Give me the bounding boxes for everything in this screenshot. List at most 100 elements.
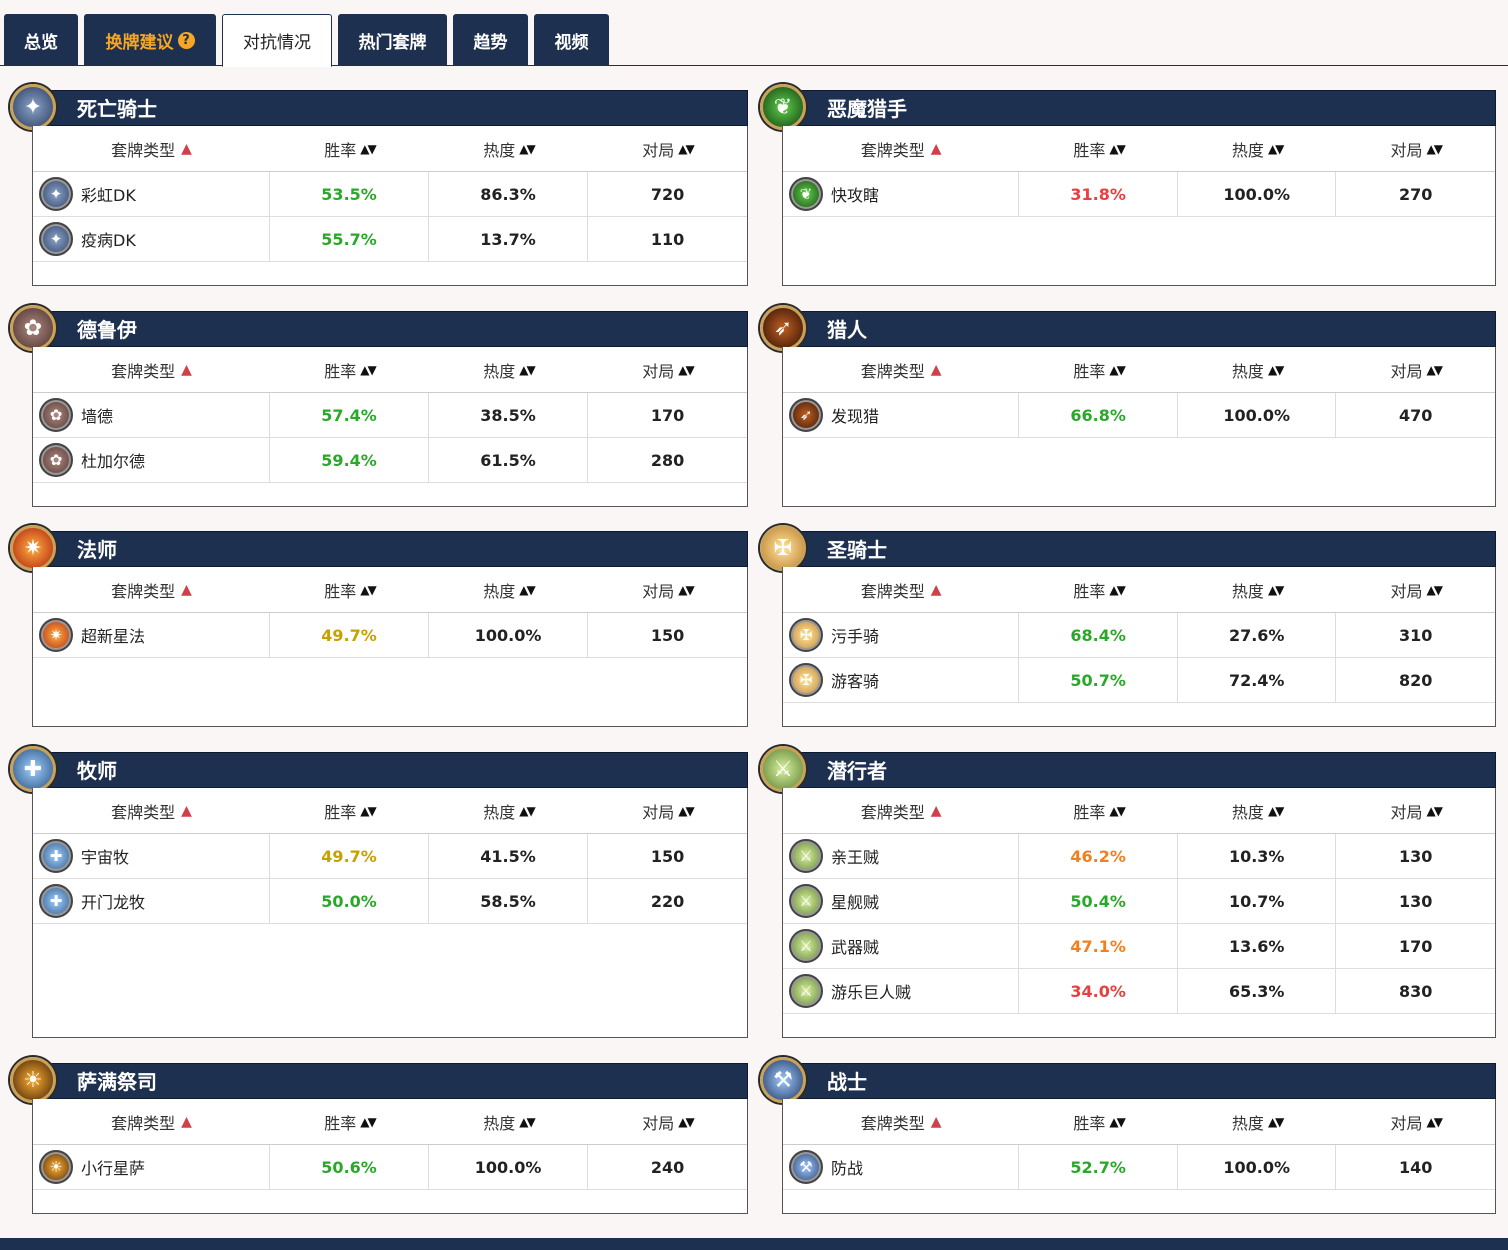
table-row[interactable]: ✦ 疫病DK 55.7% 13.7% 110 xyxy=(33,217,747,262)
sort-winrate[interactable]: 胜率 ▲▼ xyxy=(270,126,429,171)
deck-name[interactable]: 疫病DK xyxy=(81,231,136,250)
sort-winrate[interactable]: 胜率 ▲▼ xyxy=(1019,567,1178,612)
sort-popularity[interactable]: 热度 ▲▼ xyxy=(1178,567,1337,612)
sort-deck-type[interactable]: 套牌类型 ▲ xyxy=(783,567,1019,612)
deck-name[interactable]: 宇宙牧 xyxy=(81,848,130,867)
deck-name[interactable]: 开门龙牧 xyxy=(81,893,146,912)
tab-matchups[interactable]: 对抗情况 xyxy=(222,14,332,67)
sort-popularity[interactable]: 热度 ▲▼ xyxy=(429,567,588,612)
table-row[interactable]: ✿ 墙德 57.4% 38.5% 170 xyxy=(33,393,747,438)
tab-overview[interactable]: 总览 xyxy=(4,14,78,66)
deck-name[interactable]: 小行星萨 xyxy=(81,1159,146,1178)
table-row[interactable]: ✠ 游客骑 50.7% 72.4% 820 xyxy=(783,658,1495,703)
deck-name[interactable]: 防战 xyxy=(831,1159,864,1178)
deck-name[interactable]: 超新星法 xyxy=(81,627,146,646)
table-row[interactable]: ✦ 彩虹DK 53.5% 86.3% 720 xyxy=(33,172,747,217)
tab-mulligan[interactable]: 换牌建议? xyxy=(84,14,216,66)
sort-popularity[interactable]: 热度 ▲▼ xyxy=(1178,1099,1337,1144)
sort-deck-type[interactable]: 套牌类型 ▲ xyxy=(33,567,270,612)
sort-popularity[interactable]: 热度 ▲▼ xyxy=(429,1099,588,1144)
sort-winrate[interactable]: 胜率 ▲▼ xyxy=(1019,347,1178,392)
table-row[interactable]: ✿ 杜加尔德 59.4% 61.5% 280 xyxy=(33,438,747,483)
deck-cell[interactable]: ⚔ 亲王贼 xyxy=(783,834,1020,878)
deck-name[interactable]: 星舰贼 xyxy=(831,893,880,912)
deck-cell[interactable]: ✿ 杜加尔德 xyxy=(33,438,271,482)
tab-top-decks[interactable]: 热门套牌 xyxy=(338,14,447,66)
sort-games[interactable]: 对局 ▲▼ xyxy=(588,126,747,171)
sort-games[interactable]: 对局 ▲▼ xyxy=(1336,1099,1495,1144)
deck-cell[interactable]: ✚ 宇宙牧 xyxy=(33,834,271,878)
sort-games[interactable]: 对局 ▲▼ xyxy=(588,1099,747,1144)
deck-cell[interactable]: ✷ 超新星法 xyxy=(33,613,271,657)
deck-name[interactable]: 亲王贼 xyxy=(831,848,880,867)
deck-name[interactable]: 快攻瞎 xyxy=(831,186,880,205)
sort-games[interactable]: 对局 ▲▼ xyxy=(588,347,747,392)
table-row[interactable]: ✚ 开门龙牧 50.0% 58.5% 220 xyxy=(33,879,747,924)
sort-winrate[interactable]: 胜率 ▲▼ xyxy=(1019,1099,1178,1144)
sort-popularity[interactable]: 热度 ▲▼ xyxy=(429,126,588,171)
tab-trends[interactable]: 趋势 xyxy=(453,14,528,66)
sort-games[interactable]: 对局 ▲▼ xyxy=(1336,347,1495,392)
deck-cell[interactable]: ⚔ 星舰贼 xyxy=(783,879,1020,923)
sort-winrate[interactable]: 胜率 ▲▼ xyxy=(270,567,429,612)
deck-cell[interactable]: ✿ 墙德 xyxy=(33,393,271,437)
table-header: 套牌类型 ▲ 胜率 ▲▼ 热度 ▲▼ 对局 ▲▼ xyxy=(33,347,747,393)
sort-popularity[interactable]: 热度 ▲▼ xyxy=(1178,788,1337,833)
sort-games[interactable]: 对局 ▲▼ xyxy=(1336,567,1495,612)
deck-name[interactable]: 杜加尔德 xyxy=(81,452,146,471)
sort-games[interactable]: 对局 ▲▼ xyxy=(1336,788,1495,833)
sort-deck-type[interactable]: 套牌类型 ▲ xyxy=(783,126,1019,171)
deck-cell[interactable]: ☀ 小行星萨 xyxy=(33,1145,271,1189)
table-row[interactable]: ➶ 发现猎 66.8% 100.0% 470 xyxy=(783,393,1495,438)
deck-cell[interactable]: ❦ 快攻瞎 xyxy=(783,172,1020,216)
tab-videos[interactable]: 视频 xyxy=(534,14,609,66)
table-row[interactable]: ⚔ 星舰贼 50.4% 10.7% 130 xyxy=(783,879,1495,924)
deck-name[interactable]: 游乐巨人贼 xyxy=(831,983,912,1002)
deck-cell[interactable]: ✚ 开门龙牧 xyxy=(33,879,271,923)
deck-cell[interactable]: ✦ 疫病DK xyxy=(33,217,271,261)
table-row[interactable]: ⚔ 武器贼 47.1% 13.6% 170 xyxy=(783,924,1495,969)
table-row[interactable]: ✠ 污手骑 68.4% 27.6% 310 xyxy=(783,613,1495,658)
column-label: 热度 xyxy=(1231,1113,1264,1133)
deck-name[interactable]: 彩虹DK xyxy=(81,186,136,205)
sort-popularity[interactable]: 热度 ▲▼ xyxy=(429,788,588,833)
sort-winrate[interactable]: 胜率 ▲▼ xyxy=(1019,126,1178,171)
table-row[interactable]: ⚔ 游乐巨人贼 34.0% 65.3% 830 xyxy=(783,969,1495,1014)
deck-cell[interactable]: ⚔ 武器贼 xyxy=(783,924,1020,968)
sort-deck-type[interactable]: 套牌类型 ▲ xyxy=(783,347,1019,392)
deck-name[interactable]: 发现猎 xyxy=(831,407,880,426)
sort-winrate[interactable]: 胜率 ▲▼ xyxy=(1019,788,1178,833)
sort-deck-type[interactable]: 套牌类型 ▲ xyxy=(783,788,1019,833)
deck-name[interactable]: 游客骑 xyxy=(831,672,880,691)
sort-deck-type[interactable]: 套牌类型 ▲ xyxy=(33,347,270,392)
sort-deck-type[interactable]: 套牌类型 ▲ xyxy=(33,126,270,171)
sort-popularity[interactable]: 热度 ▲▼ xyxy=(1178,347,1337,392)
sort-deck-type[interactable]: 套牌类型 ▲ xyxy=(33,1099,270,1144)
table-row[interactable]: ✚ 宇宙牧 49.7% 41.5% 150 xyxy=(33,834,747,879)
help-icon[interactable]: ? xyxy=(177,31,195,49)
sort-games[interactable]: 对局 ▲▼ xyxy=(588,788,747,833)
sort-winrate[interactable]: 胜率 ▲▼ xyxy=(270,1099,429,1144)
sort-popularity[interactable]: 热度 ▲▼ xyxy=(429,347,588,392)
sort-games[interactable]: 对局 ▲▼ xyxy=(588,567,747,612)
deck-cell[interactable]: ✠ 游客骑 xyxy=(783,658,1020,702)
sort-deck-type[interactable]: 套牌类型 ▲ xyxy=(33,788,270,833)
table-row[interactable]: ❦ 快攻瞎 31.8% 100.0% 270 xyxy=(783,172,1495,217)
sort-winrate[interactable]: 胜率 ▲▼ xyxy=(270,347,429,392)
deck-name[interactable]: 武器贼 xyxy=(831,938,880,957)
deck-cell[interactable]: ➶ 发现猎 xyxy=(783,393,1020,437)
sort-games[interactable]: 对局 ▲▼ xyxy=(1336,126,1495,171)
table-row[interactable]: ✷ 超新星法 49.7% 100.0% 150 xyxy=(33,613,747,658)
sort-popularity[interactable]: 热度 ▲▼ xyxy=(1178,126,1337,171)
sort-deck-type[interactable]: 套牌类型 ▲ xyxy=(783,1099,1019,1144)
deck-name[interactable]: 污手骑 xyxy=(831,627,880,646)
table-row[interactable]: ⚒ 防战 52.7% 100.0% 140 xyxy=(783,1145,1495,1190)
sort-winrate[interactable]: 胜率 ▲▼ xyxy=(270,788,429,833)
deck-cell[interactable]: ✦ 彩虹DK xyxy=(33,172,271,216)
table-row[interactable]: ⚔ 亲王贼 46.2% 10.3% 130 xyxy=(783,834,1495,879)
deck-cell[interactable]: ✠ 污手骑 xyxy=(783,613,1020,657)
table-row[interactable]: ☀ 小行星萨 50.6% 100.0% 240 xyxy=(33,1145,747,1190)
deck-cell[interactable]: ⚔ 游乐巨人贼 xyxy=(783,969,1020,1013)
deck-name[interactable]: 墙德 xyxy=(81,407,114,426)
deck-cell[interactable]: ⚒ 防战 xyxy=(783,1145,1020,1189)
